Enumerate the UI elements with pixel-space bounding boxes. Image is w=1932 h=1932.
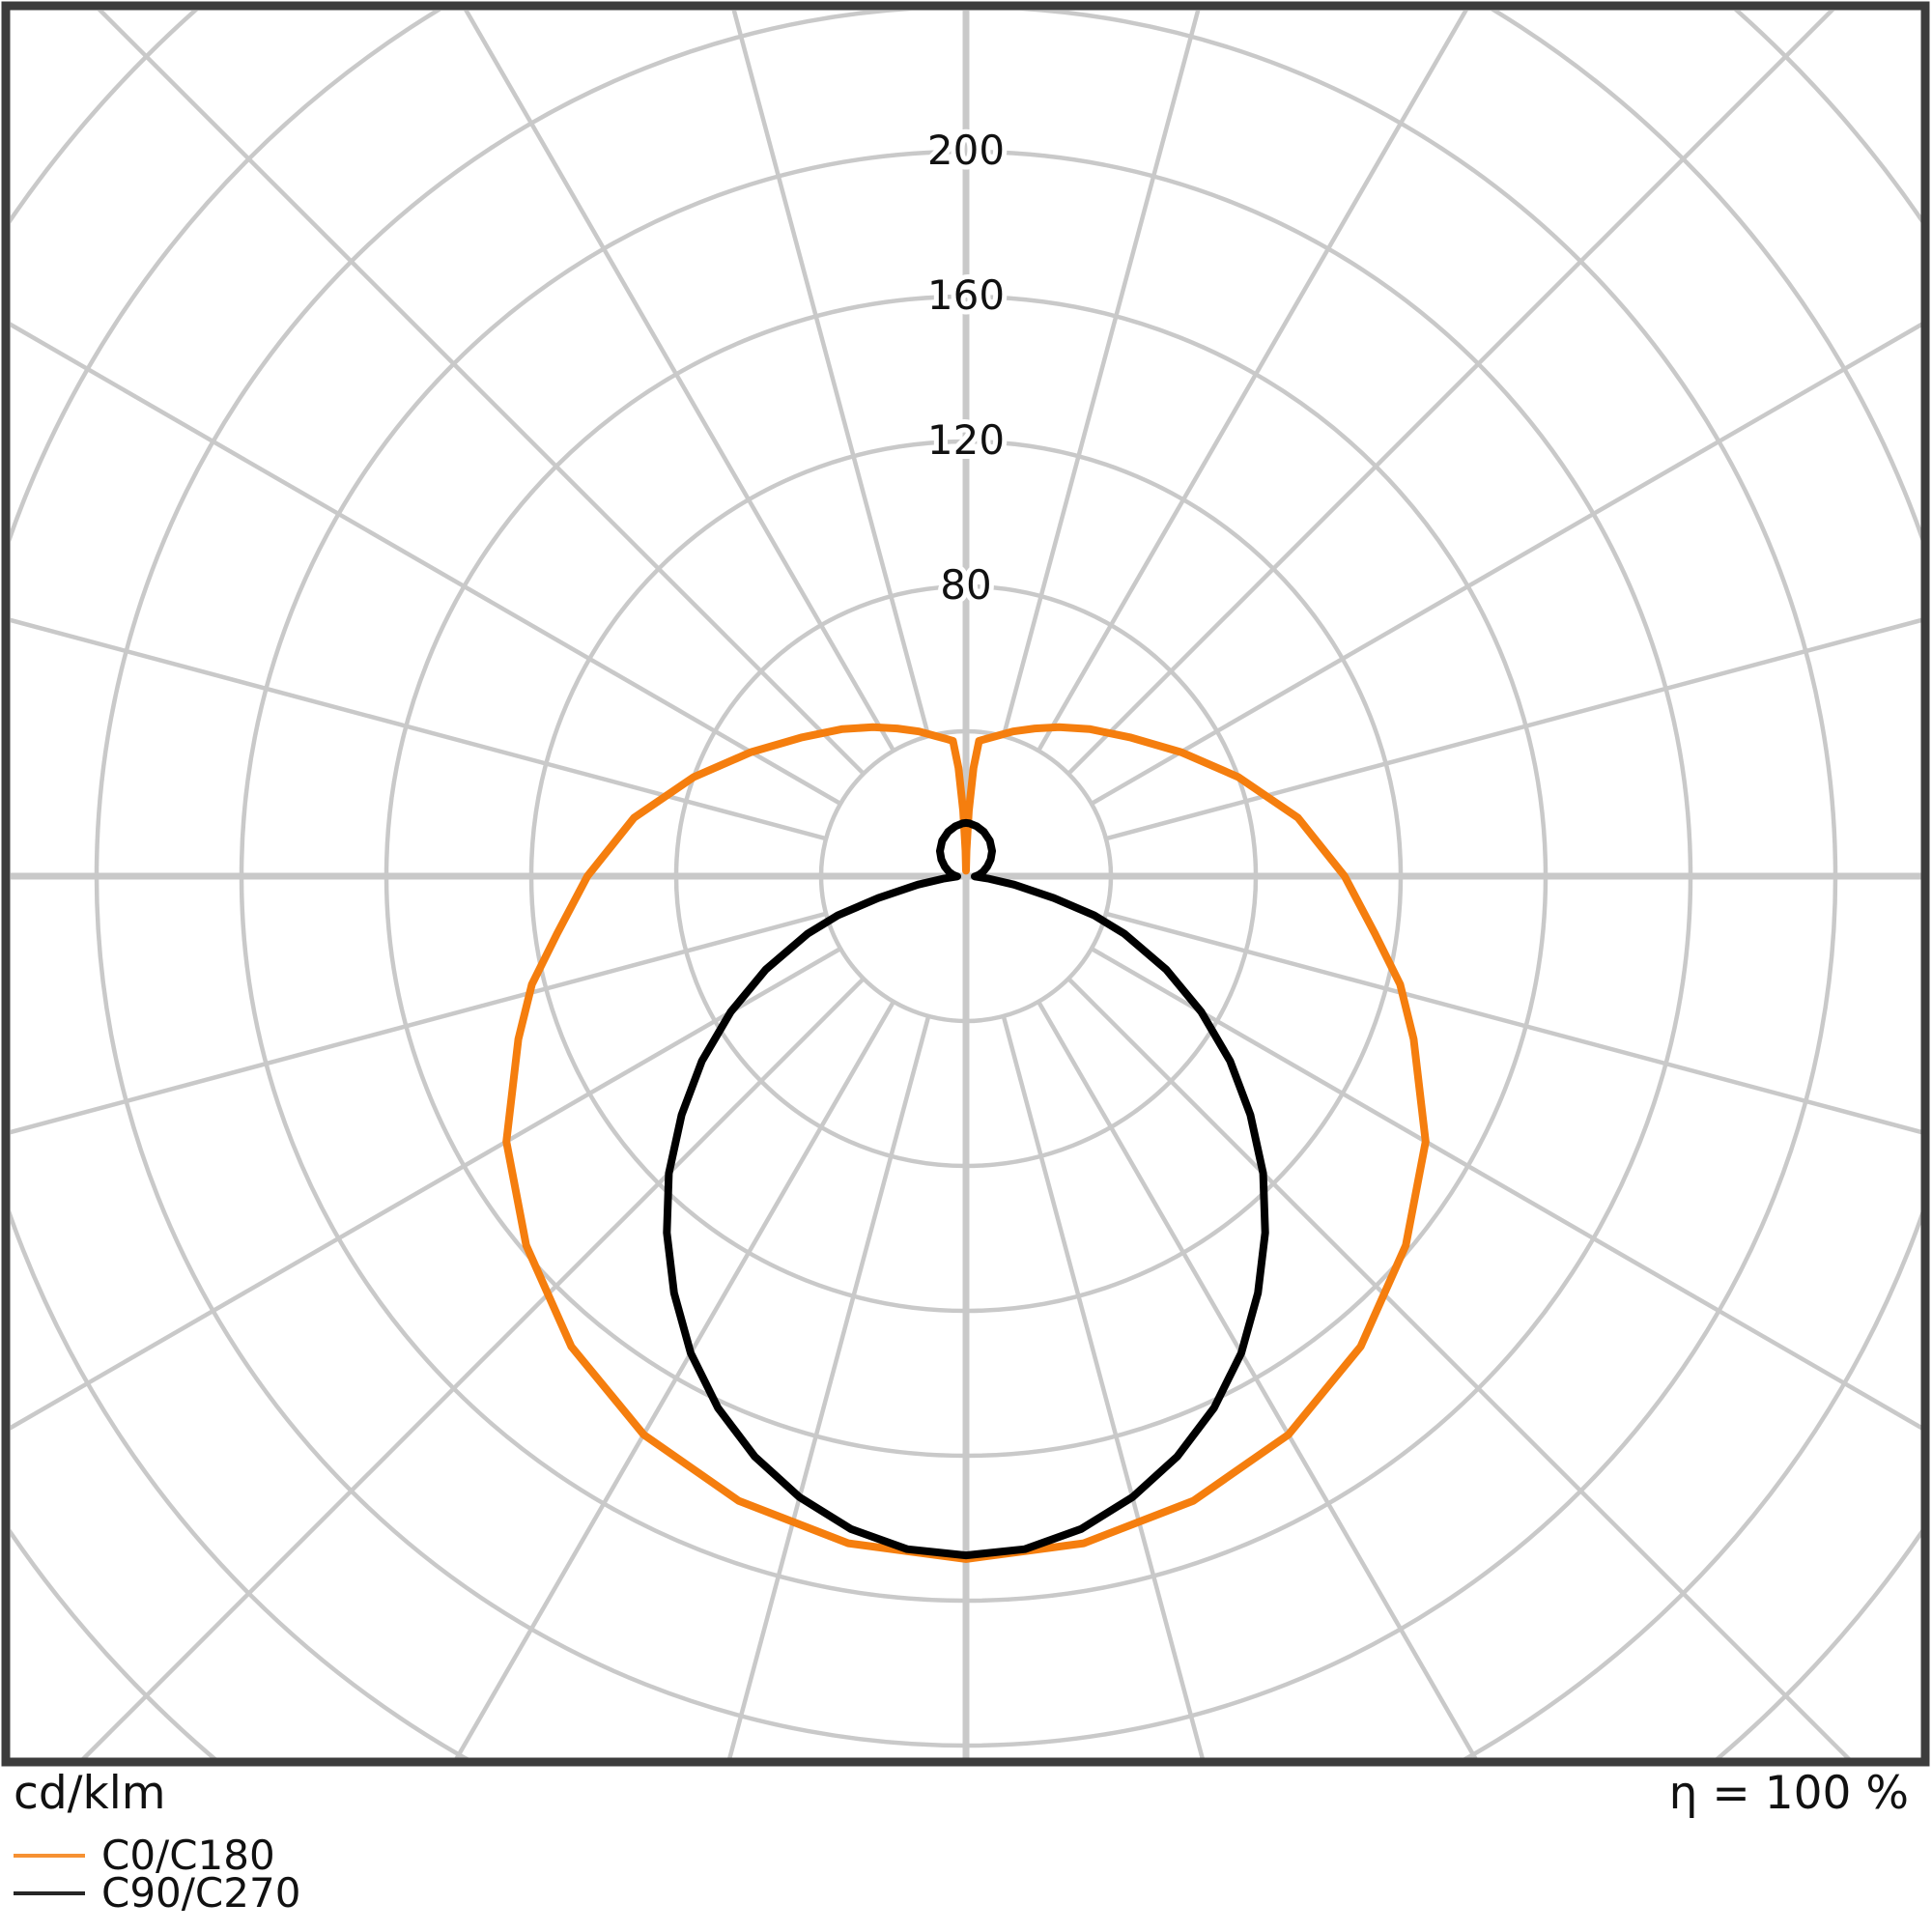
- curve-c90-c270: [663, 872, 1269, 1560]
- efficiency-label: η = 100 %: [1668, 1767, 1909, 1820]
- curve-c90-c270-loop: [936, 818, 996, 880]
- grid-spoke-240: [11, 322, 842, 806]
- grid-spoke-210: [464, 11, 895, 753]
- grid-spoke-300: [11, 947, 842, 1431]
- grid-spoke-165: [1001, 11, 1201, 737]
- ring-label-120: 120: [927, 416, 1005, 464]
- grid-spoke-195: [731, 11, 931, 737]
- ring-label-80: 80: [940, 561, 991, 609]
- grid-spoke-15: [1001, 1015, 1207, 1762]
- legend-item-c90-c270: C90/C270: [14, 1869, 301, 1917]
- grid-spoke-330: [451, 1000, 895, 1762]
- chart-footer: cd/klm η = 100 %: [0, 1767, 1932, 1820]
- grid-spoke-45: [1066, 977, 1856, 1762]
- grid-spoke-135: [1066, 11, 1835, 776]
- grid-spoke-75: [1105, 911, 1921, 1135]
- grid-spoke-150: [1037, 11, 1468, 753]
- legend-label-c0-c180: C0/C180: [101, 1832, 275, 1879]
- legend-label-c90-c270: C90/C270: [101, 1869, 301, 1917]
- grid-spoke-315: [76, 977, 866, 1762]
- plot-frame: [1, 1, 1930, 1767]
- grid-spoke-105: [1105, 617, 1921, 841]
- grid-spoke-30: [1037, 1000, 1481, 1762]
- grid-spoke-345: [725, 1015, 931, 1762]
- grid-spoke-285: [11, 911, 827, 1135]
- grid-spoke-120: [1090, 322, 1921, 806]
- grid-spoke-255: [11, 617, 827, 841]
- units-label: cd/klm: [14, 1767, 166, 1820]
- ring-label-200: 200: [927, 127, 1005, 174]
- curves: [502, 723, 1430, 1563]
- legend-swatch-c0-c180: [14, 1853, 85, 1858]
- grid-spoke-225: [97, 11, 866, 776]
- ring-label-160: 160: [927, 271, 1005, 319]
- grid-spoke-60: [1090, 947, 1921, 1431]
- legend: C0/C180 C90/C270: [14, 1832, 301, 1917]
- legend-item-c0-c180: C0/C180: [14, 1832, 300, 1879]
- legend-swatch-c90-c270: [14, 1890, 85, 1895]
